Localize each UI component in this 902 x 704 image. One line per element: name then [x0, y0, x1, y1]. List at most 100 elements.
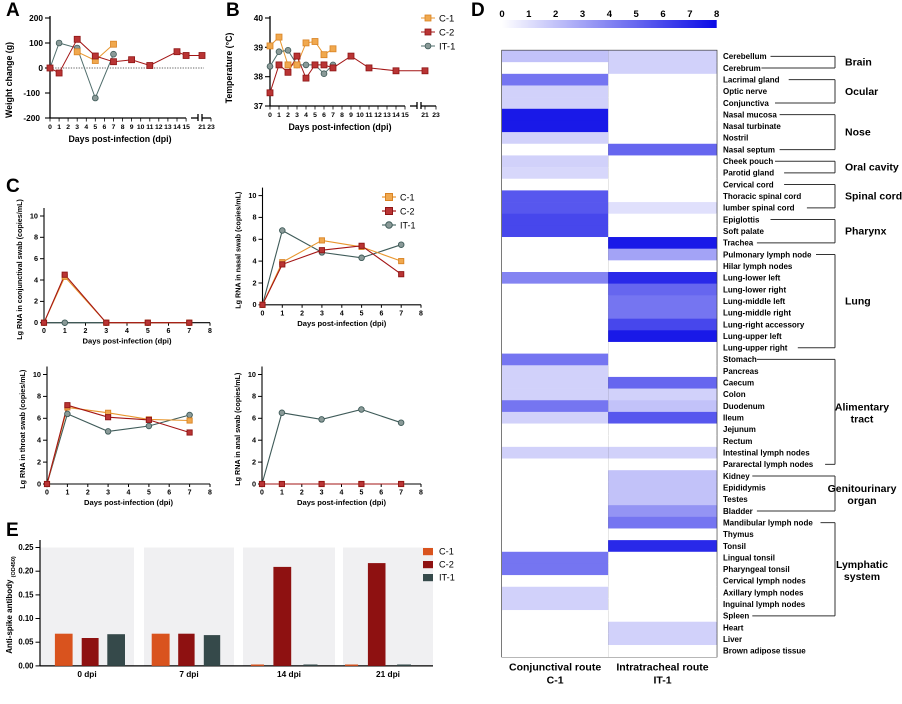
svg-text:Hilar lymph nodes: Hilar lymph nodes — [723, 262, 793, 271]
svg-text:5: 5 — [93, 124, 97, 131]
svg-text:5: 5 — [634, 9, 640, 20]
svg-text:Lg RNA in throat swab (copies/: Lg RNA in throat swab (copies/mL) — [18, 369, 27, 489]
svg-text:6: 6 — [379, 490, 383, 497]
svg-text:4: 4 — [340, 490, 344, 497]
svg-text:7: 7 — [331, 112, 335, 119]
svg-text:Ileum: Ileum — [723, 414, 744, 423]
svg-text:Pharyngeal tonsil: Pharyngeal tonsil — [723, 565, 790, 574]
svg-text:12: 12 — [155, 124, 163, 131]
svg-text:7: 7 — [687, 9, 692, 20]
svg-text:9: 9 — [349, 112, 353, 119]
svg-text:4: 4 — [607, 9, 613, 20]
svg-text:10: 10 — [356, 112, 364, 119]
svg-text:1: 1 — [280, 490, 284, 497]
svg-text:-200: -200 — [23, 113, 40, 123]
svg-text:8: 8 — [208, 328, 212, 335]
svg-text:3: 3 — [106, 490, 110, 497]
svg-text:14 dpi: 14 dpi — [277, 669, 301, 679]
svg-text:0.20: 0.20 — [18, 567, 34, 576]
svg-text:0: 0 — [34, 318, 38, 327]
svg-text:C: C — [6, 176, 20, 197]
svg-text:Brain: Brain — [845, 57, 872, 69]
svg-text:lumber spinal cord: lumber spinal cord — [723, 204, 795, 213]
svg-text:3: 3 — [580, 9, 585, 20]
svg-text:10: 10 — [33, 370, 41, 379]
svg-text:IT-1: IT-1 — [439, 41, 455, 52]
svg-text:Conjunctiva: Conjunctiva — [723, 99, 769, 108]
svg-text:12: 12 — [374, 112, 382, 119]
svg-text:Nasal turbinate: Nasal turbinate — [723, 122, 781, 131]
svg-text:6: 6 — [103, 124, 107, 131]
svg-text:7: 7 — [188, 490, 192, 497]
svg-text:Epiglottis: Epiglottis — [723, 215, 760, 224]
svg-text:21 dpi: 21 dpi — [376, 669, 400, 679]
svg-text:D: D — [471, 0, 485, 21]
svg-text:8: 8 — [252, 392, 256, 401]
svg-text:Thoracic spinal cord: Thoracic spinal cord — [723, 192, 801, 201]
svg-text:2: 2 — [252, 278, 256, 287]
svg-text:Conjunctival route: Conjunctival route — [509, 662, 601, 674]
svg-text:B: B — [226, 0, 240, 21]
svg-text:Lg RNA in anal swab (copies/mL: Lg RNA in anal swab (copies/mL) — [233, 372, 242, 486]
svg-text:1: 1 — [280, 310, 284, 317]
svg-text:Testes: Testes — [723, 495, 748, 504]
svg-text:Lung-upper left: Lung-upper left — [723, 332, 782, 341]
svg-text:10: 10 — [137, 124, 145, 131]
svg-text:6: 6 — [252, 235, 256, 244]
svg-text:10: 10 — [248, 370, 256, 379]
svg-text:14: 14 — [392, 112, 400, 119]
svg-text:Nostril: Nostril — [723, 134, 748, 143]
svg-text:Lg RNA in conjunctival swab (c: Lg RNA in conjunctival swab (copies/mL) — [15, 198, 24, 339]
svg-text:0.05: 0.05 — [18, 638, 34, 647]
svg-text:3: 3 — [320, 490, 324, 497]
svg-text:5: 5 — [360, 310, 364, 317]
svg-text:tract: tract — [851, 413, 874, 425]
svg-text:3: 3 — [104, 328, 108, 335]
svg-text:Caecum: Caecum — [723, 379, 754, 388]
svg-text:Brown adipose tissue: Brown adipose tissue — [723, 647, 806, 656]
svg-text:Duodenum: Duodenum — [723, 402, 765, 411]
svg-text:0.15: 0.15 — [18, 590, 34, 599]
svg-text:15: 15 — [401, 112, 409, 119]
svg-text:0: 0 — [42, 328, 46, 335]
svg-text:Lung-middle right: Lung-middle right — [723, 309, 791, 318]
svg-text:0: 0 — [37, 479, 41, 488]
svg-text:C-1: C-1 — [439, 13, 454, 24]
svg-text:6: 6 — [167, 328, 171, 335]
svg-text:organ: organ — [847, 495, 876, 507]
svg-text:Bladder: Bladder — [723, 507, 753, 516]
svg-text:7: 7 — [187, 328, 191, 335]
svg-text:Mandibular lymph node: Mandibular lymph node — [723, 518, 813, 527]
svg-text:6: 6 — [322, 112, 326, 119]
svg-text:C-2: C-2 — [439, 27, 454, 38]
svg-text:Rectum: Rectum — [723, 437, 752, 446]
svg-text:Lg RNA in nasal swab (copies/m: Lg RNA in nasal swab (copies/mL) — [234, 191, 243, 309]
svg-text:7: 7 — [399, 310, 403, 317]
svg-text:2: 2 — [553, 9, 558, 20]
svg-text:Lung-right accessory: Lung-right accessory — [723, 320, 805, 329]
svg-text:Genitourinary: Genitourinary — [828, 483, 897, 495]
svg-text:14: 14 — [173, 124, 181, 131]
svg-text:6: 6 — [37, 414, 41, 423]
svg-text:8: 8 — [121, 124, 125, 131]
svg-text:6: 6 — [252, 414, 256, 423]
svg-text:Lung-lower left: Lung-lower left — [723, 274, 781, 283]
svg-text:0: 0 — [252, 300, 256, 309]
svg-text:0.25: 0.25 — [18, 543, 34, 552]
svg-text:37: 37 — [254, 101, 264, 111]
svg-text:3: 3 — [75, 124, 79, 131]
svg-text:2: 2 — [286, 112, 290, 119]
svg-text:0 dpi: 0 dpi — [77, 669, 96, 679]
svg-text:Pharynx: Pharynx — [845, 226, 887, 238]
svg-text:system: system — [844, 571, 880, 583]
svg-text:C-1: C-1 — [547, 675, 564, 687]
svg-text:IT-1: IT-1 — [439, 572, 455, 582]
svg-text:39: 39 — [254, 42, 264, 52]
svg-text:6: 6 — [34, 254, 38, 263]
svg-text:Days post-infection (dpi): Days post-infection (dpi) — [297, 498, 386, 507]
svg-text:Ocular: Ocular — [845, 86, 878, 98]
svg-text:7 dpi: 7 dpi — [179, 669, 198, 679]
svg-text:5: 5 — [359, 490, 363, 497]
svg-text:1: 1 — [65, 490, 69, 497]
svg-text:E: E — [6, 520, 19, 541]
